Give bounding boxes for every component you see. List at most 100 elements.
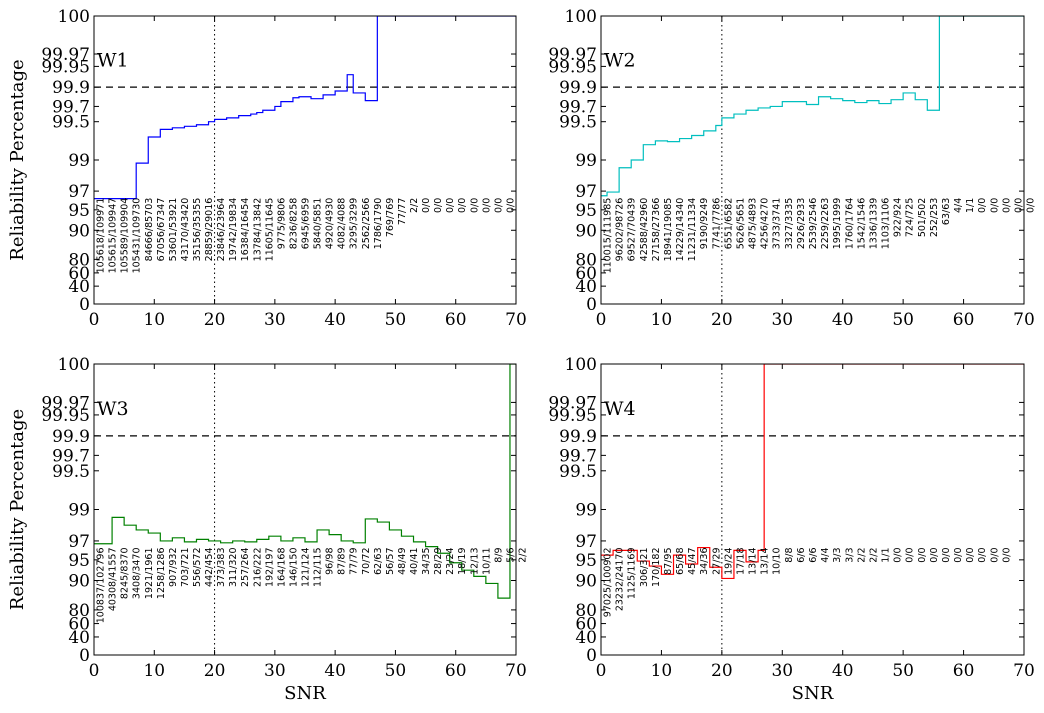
count-annotation: 0/0 — [965, 548, 976, 563]
count-annotation: 1921/1961 — [144, 548, 155, 600]
y-tick-label: 40 — [575, 277, 597, 297]
count-annotation: 0/0 — [893, 548, 904, 563]
y-tick-label: 99.97 — [548, 45, 597, 65]
count-annotation: 4875/4893 — [748, 198, 759, 250]
count-annotation: 121/124 — [301, 548, 312, 587]
count-annotation: 11231/11334 — [687, 198, 698, 262]
series-line-w4 — [601, 364, 1024, 580]
y-tick-label: 99 — [575, 151, 597, 171]
count-annotation: 28859/29016 — [204, 198, 215, 262]
x-tick-label: 60 — [953, 310, 975, 330]
count-annotation: 1258/1286 — [156, 548, 167, 600]
count-annotation: 18/19 — [457, 548, 468, 575]
count-annotation: 6/6 — [808, 548, 819, 563]
count-annotation: 3327/3335 — [784, 198, 795, 250]
y-tick-label: 60 — [68, 615, 90, 635]
count-annotation: 16384/16454 — [240, 198, 251, 262]
panel-title: W1 — [97, 49, 129, 71]
count-annotation: 13784/13842 — [252, 198, 263, 262]
x-tick-label: 30 — [264, 661, 286, 681]
y-tick-label: 99.5 — [52, 462, 90, 482]
count-annotation: 0/0 — [989, 548, 1000, 563]
count-annotation: 4/4 — [953, 198, 964, 213]
count-annotation: 170/182 — [651, 548, 662, 587]
x-tick-label: 10 — [651, 310, 673, 330]
x-tick-label: 20 — [204, 661, 226, 681]
x-tick-label: 70 — [505, 310, 527, 330]
y-tick-label: 0 — [586, 646, 597, 666]
y-tick-label: 99.5 — [559, 113, 597, 133]
y-tick-label: 0 — [586, 295, 597, 315]
count-annotation: 13/14 — [748, 548, 759, 575]
y-tick-label: 100 — [565, 7, 597, 27]
x-tick-label: 30 — [264, 310, 286, 330]
count-annotation: 1103/1106 — [881, 198, 892, 250]
count-annotation: 9775/9806 — [276, 198, 287, 250]
y-tick-label: 95 — [68, 201, 90, 221]
count-annotation: 922/924 — [893, 198, 904, 237]
count-annotation: 34/36 — [699, 548, 710, 575]
y-tick-label: 99 — [68, 151, 90, 171]
count-annotation: 4082/4088 — [337, 198, 348, 250]
count-annotation: 9190/9249 — [699, 198, 710, 250]
count-annotation: 77/79 — [349, 548, 360, 575]
count-annotation: 257/264 — [240, 548, 251, 587]
count-annotation: 0/0 — [481, 198, 492, 213]
y-tick-label: 99.97 — [41, 393, 90, 413]
x-tick-label: 0 — [89, 661, 100, 681]
count-annotation: 105431/109730 — [132, 198, 143, 274]
y-tick-label: 99.9 — [52, 427, 90, 447]
count-annotation: 311/320 — [228, 548, 239, 587]
count-annotation: 27158/27366 — [651, 198, 662, 262]
count-annotation: 0/0 — [941, 548, 952, 563]
y-tick-label: 99.9 — [559, 78, 597, 98]
count-annotation: 12/13 — [469, 548, 480, 575]
count-annotation: 100837/102796 — [96, 548, 107, 624]
count-annotation: 0/0 — [953, 548, 964, 563]
count-annotation: 87/89 — [337, 548, 348, 575]
count-annotation: 105589/109904 — [120, 198, 131, 274]
count-annotation: 6551/6582 — [723, 198, 734, 250]
count-annotation: 306/321 — [639, 548, 650, 587]
count-annotation: 2259/2263 — [820, 198, 831, 250]
x-tick-label: 50 — [385, 661, 407, 681]
y-tick-label: 99.95 — [548, 406, 597, 426]
x-tick-label: 60 — [953, 661, 975, 681]
y-tick-label: 99.9 — [559, 427, 597, 447]
x-tick-label: 0 — [596, 310, 607, 330]
plot-frame — [93, 363, 517, 656]
series-line-w2 — [601, 16, 1024, 197]
x-tick-label: 40 — [324, 661, 346, 681]
count-annotation: 23/24 — [445, 548, 456, 575]
count-annotation: 0/0 — [989, 198, 1000, 213]
y-tick-label: 97 — [68, 532, 90, 552]
count-annotation: 373/383 — [216, 548, 227, 587]
count-annotation: 8/8 — [784, 548, 795, 563]
count-annotation: 556/572 — [192, 548, 203, 587]
x-tick-label: 60 — [445, 310, 467, 330]
count-annotation: 8/9 — [493, 548, 504, 563]
count-annotation: 5/6 — [506, 548, 517, 563]
y-tick-label: 0 — [79, 295, 90, 315]
y-tick-label: 97 — [68, 182, 90, 202]
y-tick-label: 97 — [575, 532, 597, 552]
x-tick-label: 20 — [711, 661, 733, 681]
y-tick-label: 99.95 — [41, 57, 90, 77]
count-annotation: 28/29 — [433, 548, 444, 575]
y-axis-label: Reliability Percentage — [7, 409, 28, 610]
x-tick-label: 10 — [651, 661, 673, 681]
count-annotation: 0/0 — [469, 198, 480, 213]
count-annotation: 3/3 — [832, 548, 843, 563]
count-annotation: 0/0 — [493, 198, 504, 213]
y-tick-label: 80 — [575, 601, 597, 621]
x-tick-label: 70 — [1013, 310, 1035, 330]
x-tick-label: 10 — [143, 661, 165, 681]
count-annotation: 2/2 — [518, 548, 529, 563]
count-annotation: 0/0 — [1001, 198, 1012, 213]
count-annotation: 0/0 — [929, 548, 940, 563]
chart-panel-w1: 105618/109971 105615/109947 105589/109904 1… — [7, 7, 527, 330]
y-tick-label: 99 — [575, 501, 597, 521]
x-tick-label: 0 — [89, 310, 100, 330]
count-annotation: 105618/109971 — [96, 198, 107, 274]
count-annotation: 17/18 — [736, 548, 747, 575]
